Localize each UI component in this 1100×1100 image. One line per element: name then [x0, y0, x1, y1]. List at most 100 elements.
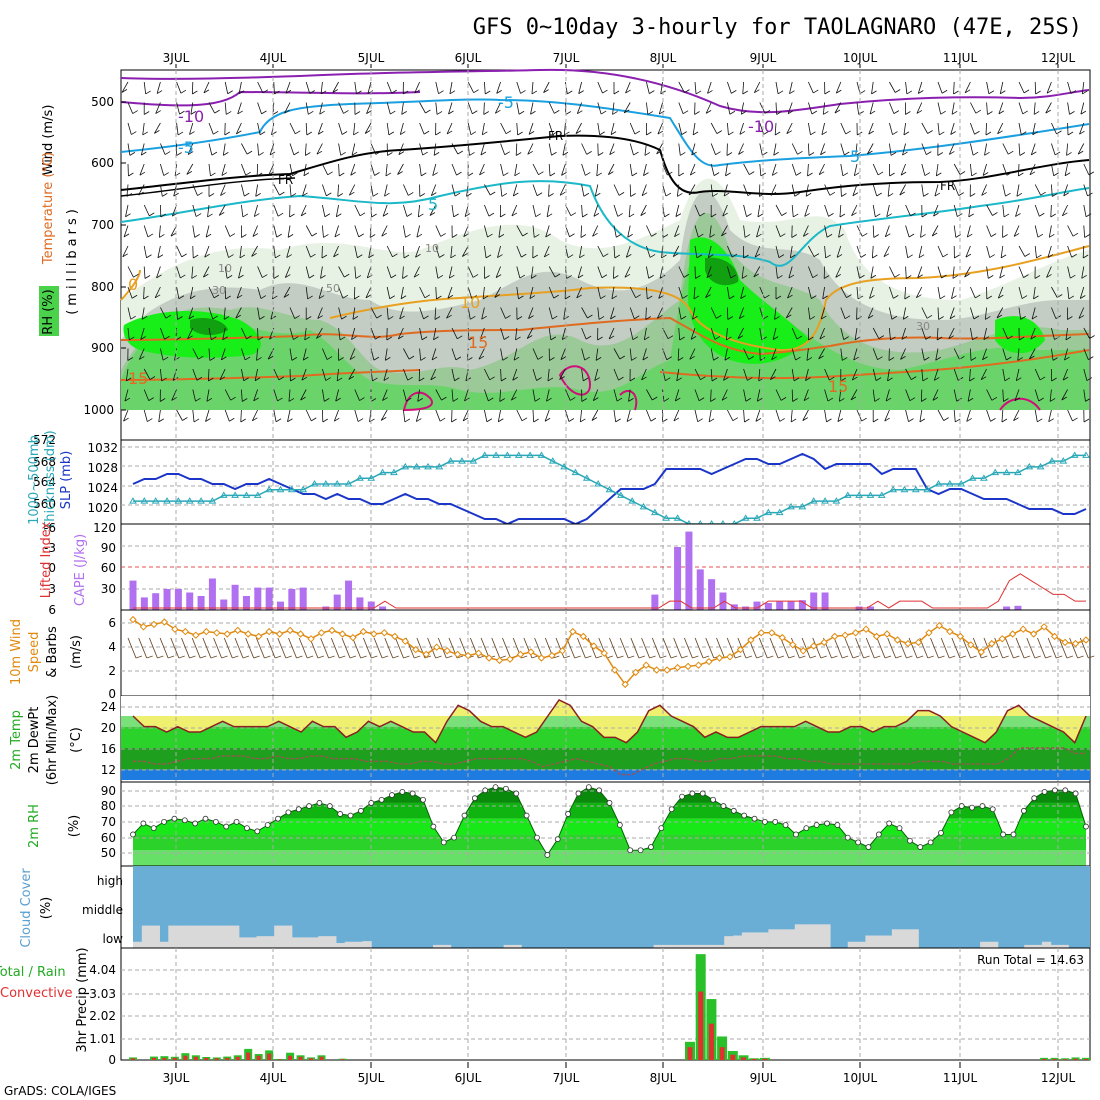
- barb-flag: [1085, 398, 1091, 402]
- wind-point-47: [621, 680, 629, 689]
- cape-grid: [121, 524, 1090, 610]
- barb-flag: [649, 254, 656, 258]
- barb-flag: [400, 131, 406, 135]
- precip-conv-2: [151, 1057, 156, 1060]
- barb-13-3: [338, 143, 342, 156]
- top-label-7JUL: 7JUL: [553, 51, 580, 65]
- barb-flag: [466, 193, 472, 197]
- barb-flag: [577, 110, 583, 115]
- rh-point-0: [130, 831, 136, 838]
- barb-flag: [434, 316, 441, 320]
- barb-5-1: [208, 102, 215, 114]
- barb-flag: [747, 192, 754, 197]
- barb-27-4: [561, 163, 566, 176]
- barb-flag: [319, 110, 325, 115]
- barb-47-3: [889, 143, 892, 156]
- barb-flag: [359, 397, 365, 401]
- cape-bar-59: [798, 600, 806, 610]
- barb-flag: [1032, 131, 1038, 136]
- wind-barb-flag: [981, 655, 988, 659]
- precip-conv-20: [340, 1059, 345, 1060]
- barb-flag: [302, 192, 308, 197]
- barb-32-10: [646, 286, 648, 299]
- barb-1-6: [143, 204, 150, 217]
- bottom-axis: 3JUL 4JUL 5JUL 6JUL 7JUL 8JUL 9JUL 10JUL 11JUL 12…: [163, 1062, 1075, 1085]
- barb-14-6: [354, 204, 361, 216]
- barb-32-3: [644, 143, 647, 156]
- rh-point-11: [244, 825, 250, 832]
- barb-44-13: [840, 348, 843, 361]
- barb-50-4: [935, 163, 939, 176]
- cloud-low-bar-68: [733, 935, 743, 948]
- barb-flag: [617, 213, 623, 217]
- barb-44-7: [838, 225, 842, 238]
- barb-flag: [554, 110, 560, 114]
- barb-56-11: [1031, 307, 1036, 320]
- barb-flag: [353, 131, 359, 136]
- barb-flag: [688, 191, 695, 196]
- barb-flag: [293, 151, 300, 156]
- barb-flag: [349, 191, 355, 196]
- barb-19-0: [435, 81, 439, 94]
- barb-flag: [762, 315, 769, 320]
- wind-point-85: [1019, 625, 1027, 633]
- barb-6-16: [224, 409, 230, 422]
- barb-flag: [239, 254, 246, 259]
- barb-7-1: [237, 102, 242, 115]
- barb-flag: [210, 172, 216, 177]
- wind-barb-18: [320, 637, 330, 659]
- barb-11-16: [305, 409, 312, 422]
- barb-flag: [404, 418, 411, 423]
- barb-17-13: [403, 348, 410, 360]
- wind-barb-flag: [1088, 655, 1095, 659]
- wind-barb-12: [255, 637, 265, 659]
- barb-26-12: [548, 327, 552, 340]
- barb-flag: [518, 295, 524, 300]
- wind-tick-2: 2: [108, 664, 116, 678]
- barb-flag: [448, 110, 454, 115]
- cloud-low-bar-103: [1041, 941, 1052, 948]
- barb-56-14: [1034, 368, 1041, 381]
- thickness-point-2: [151, 497, 160, 504]
- barb-2-13: [160, 348, 164, 361]
- wind-barb-flag: [478, 655, 485, 659]
- barb-5-11: [208, 307, 214, 320]
- barb-10-10: [283, 286, 291, 298]
- barb-4-7: [192, 225, 196, 238]
- barb-flag: [272, 111, 279, 115]
- rh-point-9: [223, 823, 230, 830]
- barb-11-14: [301, 368, 307, 381]
- cape-bar-11: [254, 587, 262, 610]
- barb-23-9: [495, 266, 501, 278]
- barb-25-5: [532, 184, 538, 196]
- barb-flag: [626, 254, 632, 258]
- barb-4-14: [192, 368, 198, 381]
- barb-flag: [1082, 90, 1088, 95]
- barb-flag: [214, 109, 220, 114]
- barb-55-9: [1018, 266, 1024, 278]
- barb-55-5: [1016, 184, 1020, 197]
- barb-21-2: [467, 122, 472, 135]
- barb-flag: [959, 171, 966, 175]
- barb-flag: [284, 109, 290, 114]
- thickness-point-5: [185, 497, 194, 504]
- wind-barb-77: [951, 637, 961, 659]
- rh-point-81: [969, 804, 975, 811]
- barb-53-7: [986, 225, 992, 237]
- barb-flag: [287, 234, 294, 238]
- barb-flag: [674, 233, 680, 238]
- barb-45-9: [856, 266, 860, 279]
- barb-37-14: [723, 368, 728, 381]
- precip-spike-conv-3: [719, 1047, 725, 1060]
- wind-point-70: [862, 625, 870, 633]
- barb-16-5: [384, 184, 388, 197]
- barb-58-5: [1063, 184, 1068, 196]
- barb-13-16: [333, 409, 339, 422]
- barb-flag: [192, 90, 198, 95]
- barb-flag: [304, 336, 310, 341]
- barb-7-16: [240, 409, 242, 423]
- barb-flag: [579, 254, 585, 259]
- barb-flag: [820, 151, 826, 156]
